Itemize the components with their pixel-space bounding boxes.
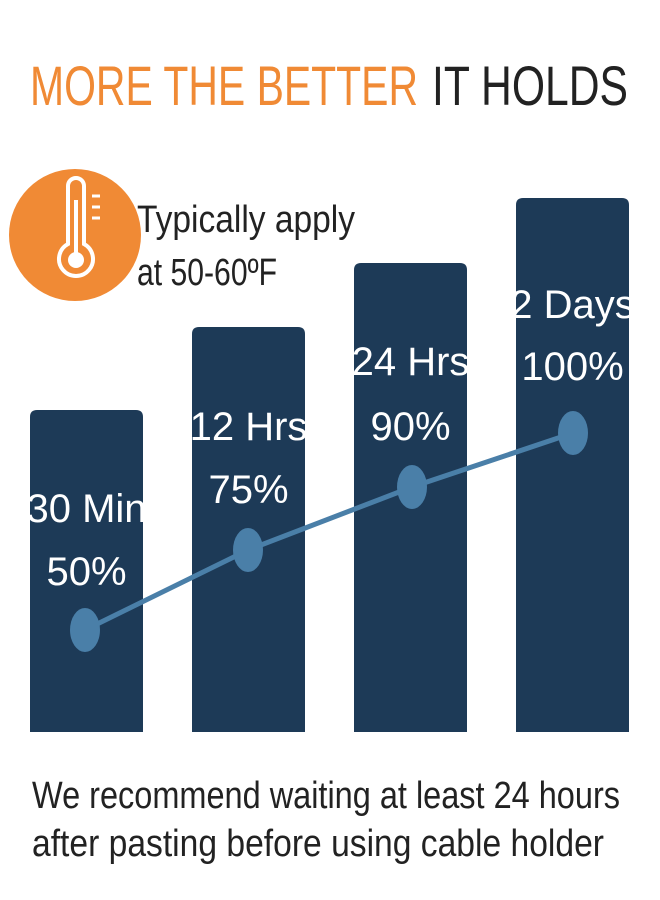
thermometer-badge bbox=[9, 169, 141, 301]
trend-dot bbox=[397, 465, 427, 509]
title-highlight: MORE THE BETTER bbox=[30, 54, 418, 117]
title-rest: IT HOLDS bbox=[432, 54, 628, 117]
bars: 30 Min 50% 12 Hrs 75% 24 Hrs 90% 2 Days 100% bbox=[26, 198, 635, 732]
note-line: at 50-60ºF bbox=[137, 252, 277, 294]
footer-line: We recommend waiting at least 24 hours bbox=[32, 775, 620, 817]
thermometer-icon bbox=[57, 176, 95, 278]
bar-percent: 75% bbox=[208, 468, 288, 512]
bar-percent: 100% bbox=[521, 345, 623, 389]
bar bbox=[30, 410, 143, 732]
bar-percent: 50% bbox=[46, 550, 126, 594]
note-line: Typically apply bbox=[137, 199, 355, 241]
trend-dot bbox=[233, 528, 263, 572]
bar-time: 2 Days bbox=[510, 283, 635, 327]
bar-percent: 90% bbox=[370, 405, 450, 449]
bar bbox=[516, 198, 629, 732]
bar-time: 12 Hrs bbox=[190, 405, 308, 449]
trend-dot bbox=[558, 411, 588, 455]
trend-line bbox=[83, 430, 574, 633]
trend-dot bbox=[70, 608, 100, 652]
footer-line: after pasting before using cable holder bbox=[32, 823, 604, 865]
bar-time: 30 Min bbox=[26, 487, 146, 531]
thermometer-bulb bbox=[68, 252, 84, 268]
bar-time: 24 Hrs bbox=[352, 340, 470, 384]
